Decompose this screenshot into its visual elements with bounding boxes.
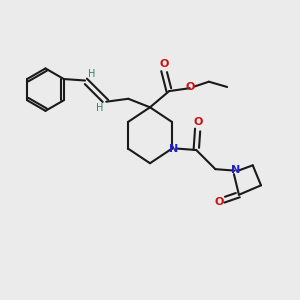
Text: H: H (88, 69, 95, 79)
Text: O: O (159, 59, 169, 69)
Text: O: O (186, 82, 195, 92)
Text: N: N (231, 165, 240, 175)
Text: N: N (169, 143, 178, 154)
Text: H: H (96, 103, 103, 113)
Text: O: O (194, 117, 203, 127)
Text: O: O (215, 196, 224, 206)
